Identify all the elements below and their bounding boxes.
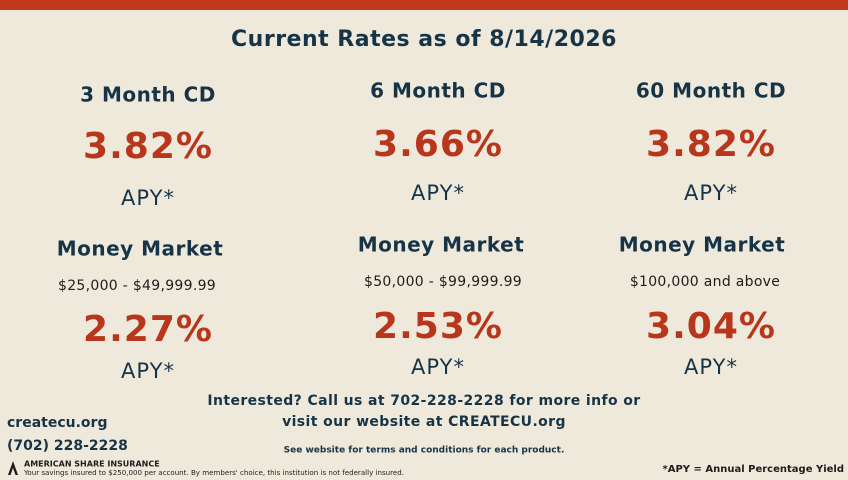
contact-line: Interested? Call us at 702-228-2228 for … (207, 393, 640, 409)
product-name: 3 Month CD (80, 83, 216, 107)
contact-line: visit our website at CREATECU.org (282, 414, 566, 430)
product-name: 6 Month CD (370, 79, 506, 103)
product-rate: 3.66% (373, 124, 503, 165)
apy-note: *APY = Annual Percentage Yield (663, 464, 845, 475)
phone: (702) 228-2228 (7, 438, 128, 454)
product-name: Money Market (619, 233, 786, 257)
product-name: Money Market (57, 237, 224, 261)
product-name: 60 Month CD (636, 79, 786, 103)
apy-label: APY* (684, 181, 738, 205)
apy-label: APY* (121, 359, 175, 383)
product-name: Money Market (358, 233, 525, 257)
balance-range: $100,000 and above (630, 274, 780, 290)
top-bar (0, 0, 848, 10)
terms-note: See website for terms and conditions for… (284, 446, 565, 456)
product-rate: 3.04% (646, 306, 776, 347)
insurance-logo (8, 461, 18, 475)
apy-label: APY* (684, 355, 738, 379)
apy-label: APY* (411, 181, 465, 205)
apy-label: APY* (121, 186, 175, 210)
title: Current Rates as of 8/14/2026 (231, 27, 617, 52)
product-rate: 3.82% (646, 124, 776, 165)
product-rate: 3.82% (83, 126, 213, 167)
insurance-note: Your savings insured to $250,000 per acc… (23, 469, 404, 477)
website: createcu.org (7, 415, 107, 431)
balance-range: $25,000 - $49,999.99 (58, 278, 216, 294)
insurer: AMERICAN SHARE INSURANCE (24, 460, 160, 469)
product-rate: 2.27% (83, 309, 213, 350)
balance-range: $50,000 - $99,999.99 (364, 274, 522, 290)
product-rate: 2.53% (373, 306, 503, 347)
apy-label: APY* (411, 355, 465, 379)
